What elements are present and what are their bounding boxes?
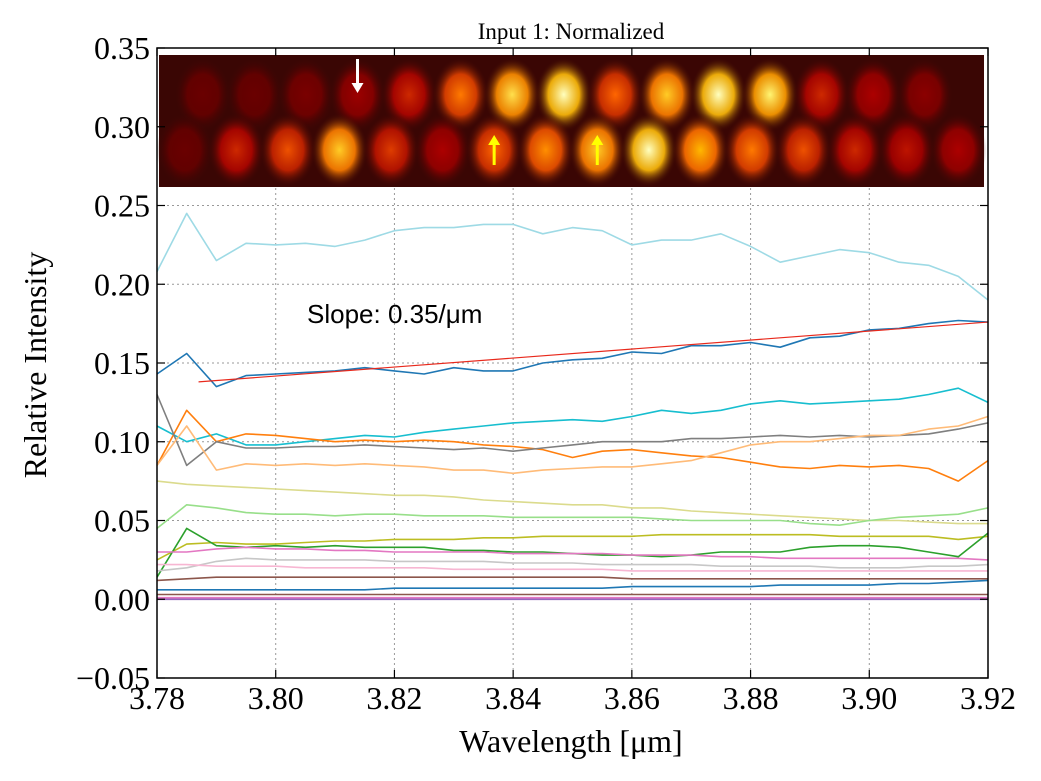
inset-spot <box>586 57 644 132</box>
inset-spot <box>414 113 471 187</box>
inset-spot <box>329 57 386 132</box>
inset-spot <box>483 57 541 132</box>
x-tick-label: 3.84 <box>485 680 541 716</box>
inset-spot <box>896 57 954 132</box>
fit-line <box>198 321 989 383</box>
y-axis-ticks: −0.05 0.00 0.05 0.10 0.15 0.20 0.25 0.30 0.35 <box>76 30 988 696</box>
inset-spot <box>741 57 799 132</box>
inset-spot <box>620 113 678 187</box>
x-tick-label: 3.92 <box>960 680 1016 716</box>
inset-spot <box>277 57 335 132</box>
inset-spot <box>207 113 265 187</box>
series-lines <box>156 212 989 601</box>
x-tick-label: 3.80 <box>248 680 304 716</box>
arrow-down-icon <box>351 59 364 93</box>
slope-annotation: Slope: 0.35/μm <box>307 299 482 329</box>
inset-spot <box>638 57 696 132</box>
inset-spot <box>826 113 884 187</box>
series-line <box>157 579 989 591</box>
y-axis-label: Relative Intensity <box>17 252 53 479</box>
inset-spot <box>690 57 747 132</box>
y-tick-label: 0.20 <box>94 266 150 302</box>
inset-spot <box>929 113 987 187</box>
x-tick-label: 3.78 <box>129 680 185 716</box>
y-tick-label: 0.00 <box>94 581 150 617</box>
inset-spot <box>311 113 368 187</box>
y-tick-label: 0.35 <box>94 30 150 66</box>
x-tick-label: 3.82 <box>366 680 422 716</box>
x-axis-label: Wavelength [μm] <box>459 723 682 759</box>
inset-spot <box>535 57 593 132</box>
y-tick-label: 0.15 <box>94 345 150 381</box>
inset-spot <box>259 113 317 187</box>
arrow-up-icon <box>488 135 501 165</box>
inset-spot <box>362 113 420 187</box>
inset-spot <box>517 113 575 187</box>
series-line <box>157 563 988 572</box>
y-tick-label: 0.10 <box>94 424 150 460</box>
series-line <box>156 576 988 582</box>
inset-spot <box>723 113 781 187</box>
series-line <box>156 480 988 525</box>
x-axis-ticks: 3.78 3.80 3.82 3.84 3.86 3.88 3.90 3.92 <box>129 48 1016 716</box>
inset-spot <box>156 113 214 187</box>
series-line <box>156 503 989 530</box>
series-line <box>156 387 989 446</box>
inset-spot <box>380 57 438 132</box>
fit-line-group <box>198 321 989 383</box>
inset-spot <box>226 57 283 132</box>
inset-heatmap-image <box>156 55 987 187</box>
series-line <box>156 557 989 572</box>
y-tick-label: −0.05 <box>76 660 150 696</box>
series-line <box>157 546 989 561</box>
inset-spot <box>844 57 902 132</box>
arrow-up-icon <box>591 135 604 165</box>
series-line <box>156 212 989 301</box>
series-line <box>156 533 989 561</box>
y-tick-label: 0.25 <box>94 188 150 224</box>
x-tick-label: 3.90 <box>841 680 897 716</box>
inset-spot <box>878 113 936 187</box>
inset-spot <box>793 57 850 132</box>
inset-spot <box>174 57 232 132</box>
series-line <box>156 394 989 467</box>
series-line <box>156 319 989 388</box>
chart-title: Input 1: Normalized <box>478 19 665 44</box>
inset-spot <box>775 113 832 187</box>
series-line <box>156 409 989 482</box>
y-tick-label: 0.30 <box>94 109 150 145</box>
series-line <box>156 415 989 475</box>
inset-spot <box>672 113 729 187</box>
inset-spot <box>432 57 489 132</box>
y-tick-label: 0.05 <box>94 503 150 539</box>
x-tick-label: 3.88 <box>723 680 779 716</box>
x-tick-label: 3.86 <box>604 680 660 716</box>
